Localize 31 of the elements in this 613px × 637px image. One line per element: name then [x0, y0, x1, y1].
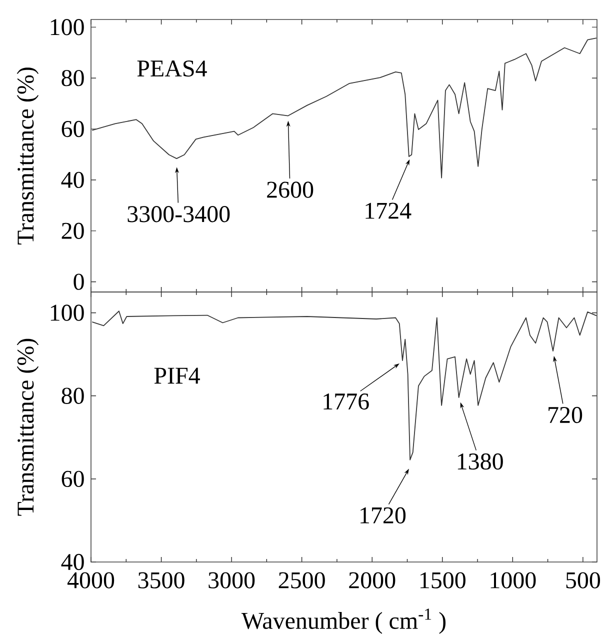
y-tick-label: 40	[61, 554, 84, 570]
y-tick-label: 40	[61, 172, 84, 188]
x-tick-label: 3500	[138, 572, 184, 588]
x-tick-label: 2500	[278, 572, 325, 588]
annotation: 1720	[360, 507, 406, 524]
x-tick-label: 500	[566, 572, 600, 588]
annotation: 1724	[366, 202, 412, 219]
y-axis-title: Transmittance (%)	[16, 68, 39, 245]
x-axis-title: Wavenumber ( cm$^{-1}$ )	[241, 608, 446, 634]
y-tick-label: 60	[62, 470, 84, 488]
annotation: 1380	[458, 453, 503, 470]
x-tick-label: 2000	[349, 572, 396, 588]
y-tick-label: 100	[50, 19, 84, 36]
y-tick-label: 80	[62, 388, 84, 404]
series-label: PEAS4	[137, 60, 207, 77]
annotation: 3300-3400	[128, 206, 230, 222]
x-tick-label: 1000	[490, 572, 536, 588]
y-axis-title: Transmittance (%)	[16, 338, 39, 516]
y-tick-label: 20	[62, 222, 84, 239]
text: PIF4	[154, 368, 200, 384]
line-series	[92, 38, 597, 178]
annotation: 720	[548, 406, 582, 424]
annotation: 2600	[267, 182, 314, 198]
x-tick-label: 4000	[67, 572, 114, 588]
x-tick-label: 3000	[208, 572, 255, 588]
x-tick-label: 1500	[420, 572, 466, 588]
annotation: 1776	[324, 393, 369, 410]
y-tick-label: 100	[50, 304, 84, 321]
y-tick-label: 0	[74, 274, 84, 290]
y-tick-label: 60	[62, 120, 84, 138]
y-tick-label: 80	[62, 70, 84, 86]
